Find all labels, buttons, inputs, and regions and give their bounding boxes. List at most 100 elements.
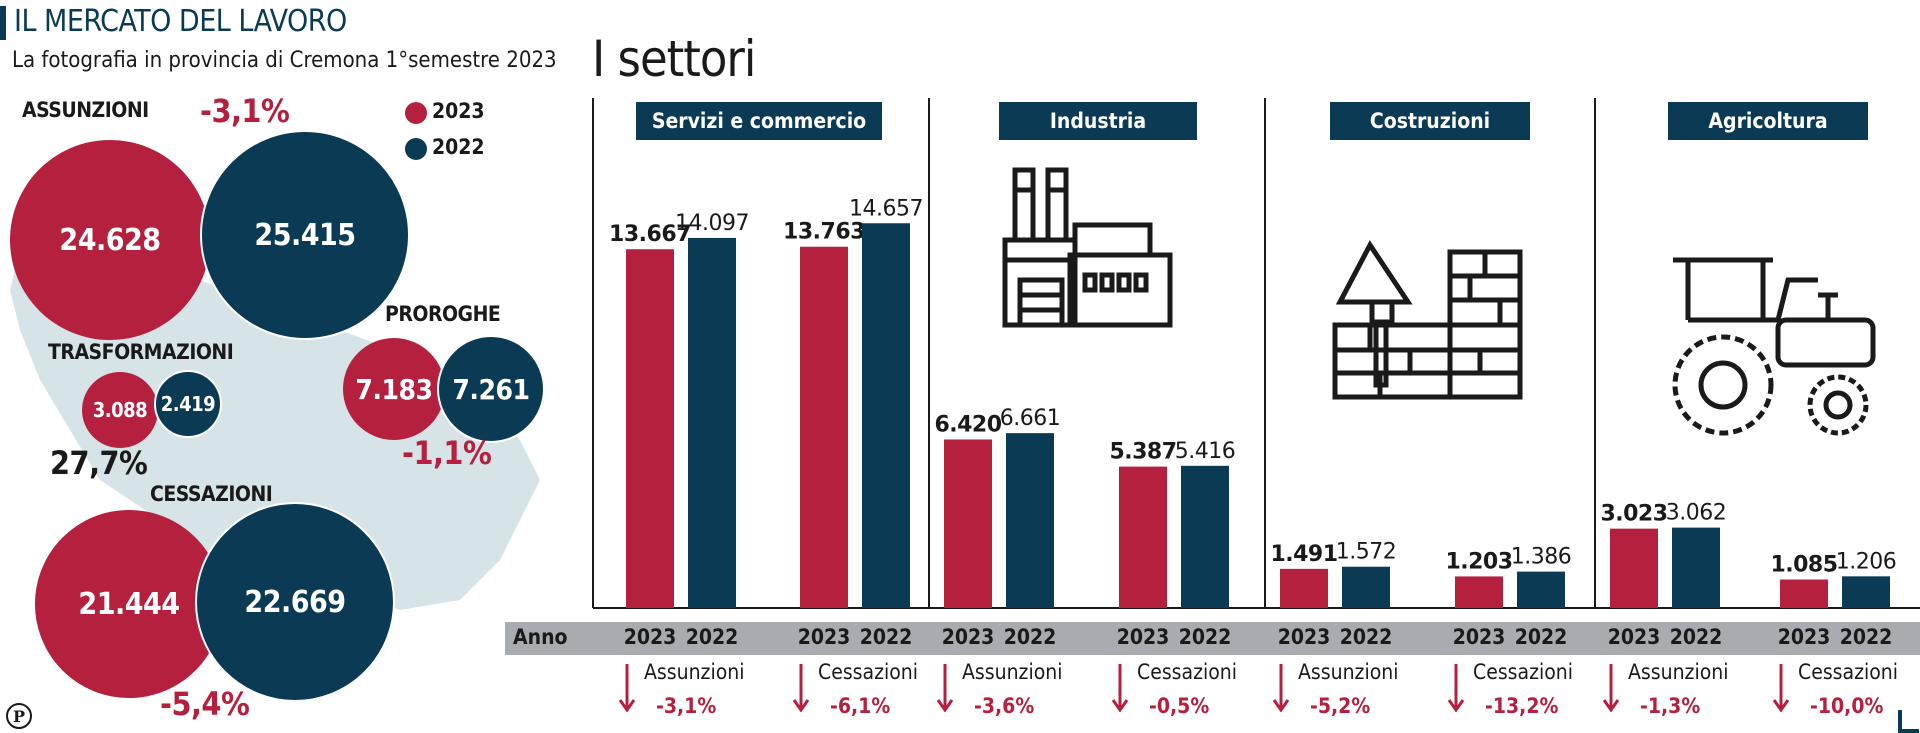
sector-title-costruzioni: Costruzioni: [1330, 102, 1530, 140]
factory-icon: [1002, 167, 1173, 328]
bar-industria-cessazioni-2023: [1119, 466, 1167, 608]
bar-servizi-cessazioni-2023: [800, 246, 848, 608]
tractor-icon: [1672, 257, 1876, 436]
bar-agricoltura-assunzioni-2023: [1610, 528, 1658, 608]
bar-value-label: 1.491: [1270, 542, 1337, 567]
bar-costruzioni-cessazioni-2023: [1455, 576, 1503, 608]
legend-swatch-2022: [405, 138, 427, 160]
year-label-2022: 2022: [1514, 625, 1568, 649]
legend-label-2022: 2022: [432, 135, 485, 159]
change-caption-label: Assunzioni: [1628, 660, 1729, 684]
change-caption-value: -10,0%: [1810, 694, 1884, 718]
change-caption-value: -1,3%: [1640, 694, 1701, 718]
year-label-2022: 2022: [685, 625, 739, 649]
change-caption-value: -3,1%: [656, 694, 717, 718]
bar-industria-assunzioni-2023: [944, 439, 992, 608]
bar-value-label: 1.085: [1770, 553, 1837, 578]
year-label-2023: 2023: [1777, 625, 1831, 649]
assunzioni-2023-circle: 24.628: [10, 140, 210, 340]
change-caption-label: Cessazioni: [1473, 660, 1574, 684]
cessazioni-change: -5,4%: [160, 685, 250, 723]
year-label-2023: 2023: [797, 625, 851, 649]
year-label-2022: 2022: [1339, 625, 1393, 649]
bar-value-label: 14.657: [849, 196, 923, 221]
sectors-title: I settori: [592, 30, 756, 88]
bar-agricoltura-cessazioni-2022: [1842, 576, 1890, 608]
change-caption-value: -6,1%: [830, 694, 891, 718]
cessazioni-label: CESSAZIONI: [150, 482, 273, 506]
bar-value-label: 6.420: [934, 412, 1001, 437]
sector-title-industria: Industria: [999, 102, 1197, 140]
bar-agricoltura-cessazioni-2023: [1780, 579, 1828, 608]
change-caption-label: Assunzioni: [1298, 660, 1399, 684]
bar-industria-assunzioni-2022: [1006, 433, 1054, 608]
bar-value-label: 3.023: [1600, 502, 1667, 527]
change-caption-label: Assunzioni: [644, 660, 745, 684]
legend-label-2023: 2023: [432, 99, 485, 123]
year-label-2022: 2022: [1178, 625, 1232, 649]
sector-title-servizi: Servizi e commercio: [636, 102, 882, 140]
down-arrow-icon: [1772, 664, 1790, 712]
trasformazioni-2023-circle: 3.088: [82, 372, 158, 448]
proroghe-2023-circle: 7.183: [343, 338, 445, 440]
bar-value-label: 5.387: [1109, 440, 1176, 465]
page-subtitle: La fotografia in provincia di Cremona 1°…: [12, 48, 557, 73]
bar-value-label: 5.416: [1175, 439, 1235, 464]
sector-title-agricoltura: Agricoltura: [1668, 102, 1868, 140]
year-label-2022: 2022: [1839, 625, 1893, 649]
bar-costruzioni-assunzioni-2022: [1342, 566, 1390, 608]
year-label-2022: 2022: [1669, 625, 1723, 649]
year-label-2023: 2023: [1277, 625, 1331, 649]
bar-value-label: 3.062: [1666, 501, 1726, 526]
change-caption-label: Cessazioni: [1798, 660, 1899, 684]
change-caption-value: -13,2%: [1485, 694, 1559, 718]
brick-wall-trowel-icon: [1332, 240, 1523, 400]
down-arrow-icon: [936, 664, 954, 712]
year-label-2023: 2023: [623, 625, 677, 649]
change-caption-value: -5,2%: [1310, 694, 1371, 718]
down-arrow-icon: [792, 664, 810, 712]
page-title: IL MERCATO DEL LAVORO: [14, 4, 347, 39]
header-accent-bar: [0, 6, 6, 40]
bar-industria-cessazioni-2022: [1181, 465, 1229, 608]
bar-value-label: 1.206: [1836, 549, 1896, 574]
cessazioni-2023-circle: 21.444: [35, 510, 223, 698]
change-caption-value: -3,6%: [974, 694, 1035, 718]
bar-value-label: 13.667: [609, 222, 691, 247]
down-arrow-icon: [1272, 664, 1290, 712]
change-caption-label: Cessazioni: [818, 660, 919, 684]
bar-agricoltura-assunzioni-2022: [1672, 527, 1720, 608]
bar-value-label: 14.097: [675, 211, 749, 236]
trasformazioni-2022-circle: 2.419: [154, 370, 222, 438]
corner-accent: [1898, 710, 1919, 733]
bar-value-label: 1.203: [1445, 549, 1512, 574]
proroghe-change: -1,1%: [402, 434, 492, 472]
year-axis-label: Anno: [513, 625, 568, 649]
change-caption-label: Assunzioni: [962, 660, 1063, 684]
bar-costruzioni-cessazioni-2022: [1517, 571, 1565, 608]
down-arrow-icon: [618, 664, 636, 712]
down-arrow-icon: [1111, 664, 1129, 712]
proroghe-label: PROROGHE: [385, 302, 501, 326]
assunzioni-change: -3,1%: [200, 92, 290, 130]
bar-value-label: 13.763: [783, 220, 865, 245]
down-arrow-icon: [1602, 664, 1620, 712]
year-label-2023: 2023: [1116, 625, 1170, 649]
publisher-logo: P: [6, 703, 32, 729]
cessazioni-2022-circle: 22.669: [195, 502, 395, 702]
year-label-2023: 2023: [1452, 625, 1506, 649]
change-caption-value: -0,5%: [1149, 694, 1210, 718]
bar-value-label: 1.386: [1511, 545, 1571, 570]
year-label-2022: 2022: [1003, 625, 1057, 649]
year-axis-band: [505, 622, 1920, 655]
down-arrow-icon: [1447, 664, 1465, 712]
year-label-2023: 2023: [1607, 625, 1661, 649]
assunzioni-2022-circle: 25.415: [200, 130, 410, 340]
legend-swatch-2023: [405, 102, 427, 124]
trasformazioni-change: 27,7%: [50, 444, 148, 482]
year-label-2022: 2022: [859, 625, 913, 649]
year-label-2023: 2023: [941, 625, 995, 649]
proroghe-2022-circle: 7.261: [437, 335, 545, 443]
bar-value-label: 6.661: [1000, 406, 1060, 431]
